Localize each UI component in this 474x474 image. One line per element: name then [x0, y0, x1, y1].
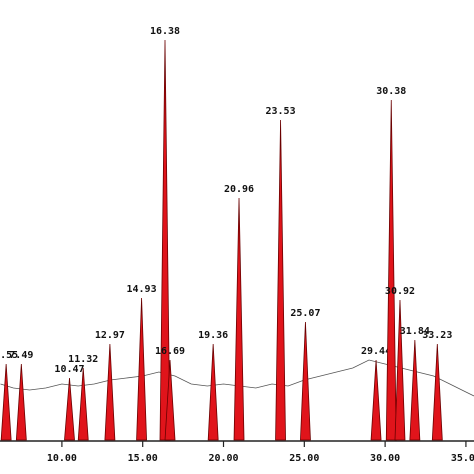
peak — [104, 343, 116, 441]
peak-label: 31.84 — [400, 326, 430, 337]
peak-label: 16.69 — [155, 346, 185, 357]
peak — [233, 197, 245, 441]
peak — [77, 367, 89, 441]
x-tick-label: 25.00 — [289, 453, 319, 464]
x-tick-label: 35.00 — [451, 453, 474, 464]
peak — [370, 359, 382, 441]
peak — [164, 359, 176, 441]
peak-label: 25.07 — [290, 308, 320, 319]
peak — [394, 299, 406, 441]
peak-label: 14.93 — [127, 284, 157, 295]
peak — [300, 321, 311, 441]
peak — [207, 343, 219, 441]
peak-label: 30.38 — [376, 86, 406, 97]
x-tick-label: 30.00 — [370, 453, 400, 464]
peak-label: 11.32 — [68, 354, 98, 365]
peak — [275, 119, 286, 441]
peak — [431, 343, 443, 441]
peak — [385, 99, 397, 441]
peak-label: 16.38 — [150, 26, 180, 37]
peak-label: 10.47 — [54, 364, 84, 375]
x-tick-label: 20.00 — [208, 453, 238, 464]
peak — [136, 297, 147, 441]
peak-label: 33.23 — [422, 330, 452, 341]
peak — [409, 339, 421, 441]
peak-label: 30.92 — [385, 286, 415, 297]
peak-label: 20.96 — [224, 184, 254, 195]
peak — [0, 363, 12, 441]
peak-label: 7.49 — [9, 350, 33, 361]
peak-label: 6.55 — [0, 350, 18, 361]
peak — [64, 377, 75, 441]
peak-label: 12.97 — [95, 330, 125, 341]
peak-label: 23.53 — [265, 106, 295, 117]
x-tick-label: 10.00 — [47, 453, 77, 464]
peak — [15, 363, 27, 441]
peak-label: 19.36 — [198, 330, 228, 341]
peak-label: 29.44 — [361, 346, 391, 357]
x-tick-label: 15.00 — [128, 453, 158, 464]
